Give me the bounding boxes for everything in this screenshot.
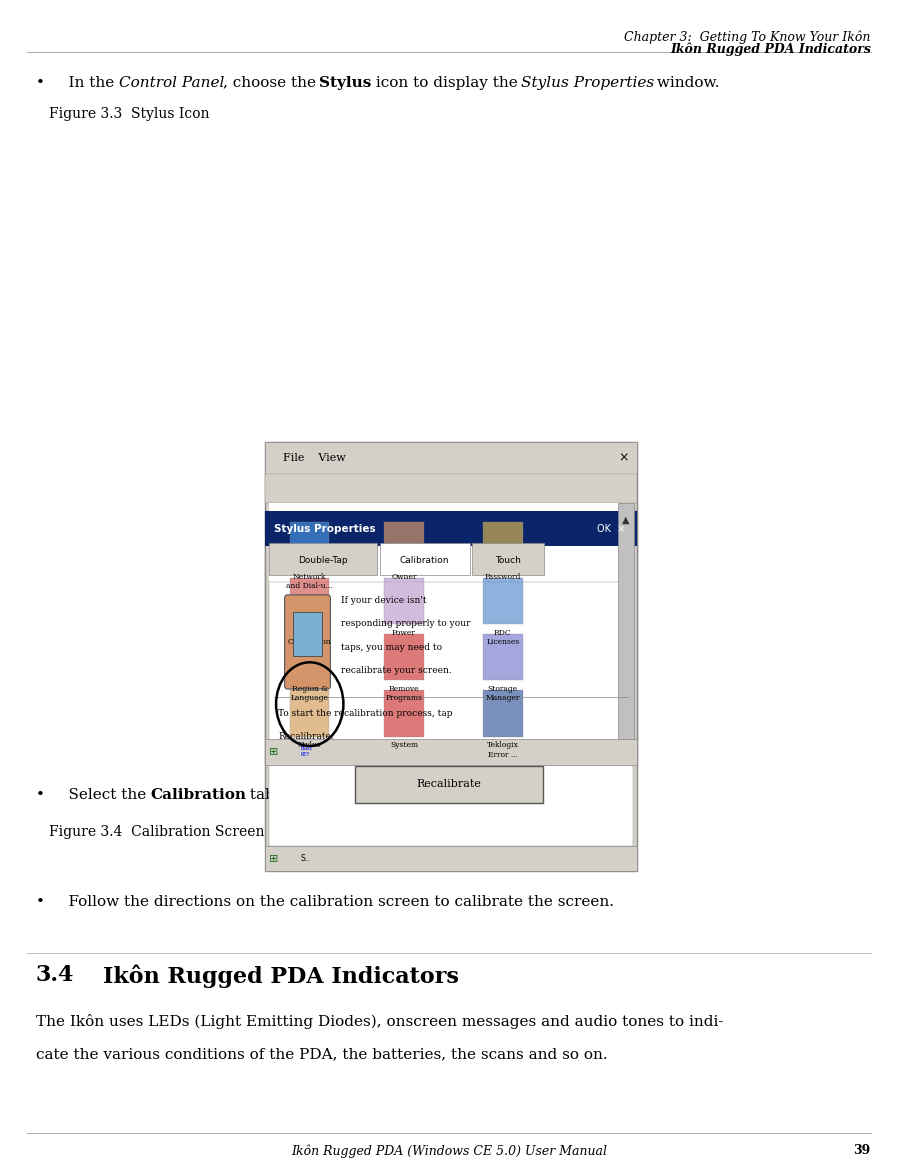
Text: Figure 3.3  Stylus Icon: Figure 3.3 Stylus Icon	[49, 107, 210, 121]
Text: Calibration: Calibration	[400, 555, 449, 565]
Text: Stylus Properties: Stylus Properties	[521, 76, 654, 89]
Text: File    View: File View	[283, 453, 345, 462]
FancyBboxPatch shape	[290, 578, 329, 624]
Text: OK  ×: OK ×	[597, 524, 625, 533]
FancyBboxPatch shape	[380, 543, 470, 575]
FancyBboxPatch shape	[293, 612, 323, 657]
Text: Chapter 3:  Getting To Know Your Ikôn: Chapter 3: Getting To Know Your Ikôn	[624, 30, 871, 44]
Text: Recalibrate: Recalibrate	[444, 788, 542, 802]
Text: Ikôn Rugged PDA (Windows CE 5.0) User Manual: Ikôn Rugged PDA (Windows CE 5.0) User Ma…	[291, 1145, 607, 1159]
Text: Figure 3.4  Calibration Screen: Figure 3.4 Calibration Screen	[49, 825, 265, 839]
Text: cate the various conditions of the PDA, the batteries, the scans and so on.: cate the various conditions of the PDA, …	[36, 1047, 607, 1061]
Text: Control Panel: Control Panel	[119, 76, 224, 89]
Text: BLUE
KEY: BLUE KEY	[301, 746, 314, 758]
Text: Stylus: Stylus	[319, 76, 372, 89]
Text: Network
and Dial-u...: Network and Dial-u...	[286, 573, 333, 590]
Text: S..: S..	[301, 854, 310, 863]
FancyBboxPatch shape	[385, 690, 424, 737]
Text: Ikôn Rugged PDA Indicators: Ikôn Rugged PDA Indicators	[104, 964, 459, 988]
FancyBboxPatch shape	[265, 511, 637, 872]
Text: ×: ×	[619, 451, 629, 465]
Text: The Ikôn uses LEDs (Light Emitting Diodes), onscreen messages and audio tones to: The Ikôn uses LEDs (Light Emitting Diode…	[36, 1014, 724, 1030]
Text: PC
Connection: PC Connection	[288, 629, 332, 646]
Text: Recalibrate.: Recalibrate.	[278, 732, 335, 741]
Text: ⊞: ⊞	[269, 747, 279, 756]
FancyBboxPatch shape	[290, 634, 329, 681]
Text: Power: Power	[392, 629, 416, 637]
Text: Ikôn Rugged PDA Indicators: Ikôn Rugged PDA Indicators	[670, 43, 871, 57]
FancyBboxPatch shape	[483, 522, 523, 568]
FancyBboxPatch shape	[265, 442, 637, 474]
Text: window.: window.	[653, 76, 720, 89]
Text: taps, you may need to: taps, you may need to	[341, 643, 443, 652]
FancyBboxPatch shape	[483, 578, 523, 624]
Text: Region &
Language: Region & Language	[291, 686, 329, 702]
FancyBboxPatch shape	[618, 503, 634, 739]
Text: 3.4: 3.4	[36, 964, 75, 987]
FancyBboxPatch shape	[290, 522, 329, 568]
FancyBboxPatch shape	[385, 634, 424, 681]
Text: 39: 39	[854, 1145, 871, 1157]
FancyBboxPatch shape	[269, 582, 633, 846]
FancyBboxPatch shape	[265, 846, 637, 872]
FancyBboxPatch shape	[483, 690, 523, 737]
Text: Select the: Select the	[49, 788, 152, 802]
FancyBboxPatch shape	[285, 595, 330, 689]
FancyBboxPatch shape	[385, 522, 424, 568]
Text: Stylus Properties: Stylus Properties	[274, 524, 375, 533]
Text: ▲: ▲	[622, 515, 630, 525]
Text: Password: Password	[484, 573, 521, 581]
Text: icon to display the: icon to display the	[371, 76, 523, 89]
Text: ⊞: ⊞	[269, 854, 279, 863]
Text: recalibrate your screen.: recalibrate your screen.	[341, 666, 452, 675]
FancyBboxPatch shape	[269, 543, 377, 575]
Text: Owner: Owner	[391, 573, 416, 581]
Text: responding properly to your: responding properly to your	[341, 619, 471, 629]
Text: •: •	[36, 788, 45, 802]
Text: Double-Tap: Double-Tap	[298, 555, 348, 565]
Text: button.: button.	[541, 788, 601, 802]
Text: Follow the directions on the calibration screen to calibrate the screen.: Follow the directions on the calibration…	[49, 895, 614, 909]
FancyBboxPatch shape	[269, 503, 619, 739]
Text: tab, and then choose the: tab, and then choose the	[245, 788, 446, 802]
Text: Stylus: Stylus	[298, 741, 322, 749]
FancyBboxPatch shape	[385, 578, 424, 624]
FancyBboxPatch shape	[483, 634, 523, 681]
Text: System: System	[390, 741, 418, 749]
Text: Teklogix
Error ...: Teklogix Error ...	[487, 741, 519, 759]
FancyBboxPatch shape	[473, 543, 544, 575]
FancyBboxPatch shape	[265, 474, 637, 503]
Text: •: •	[36, 76, 45, 89]
Text: Remove
Programs: Remove Programs	[385, 686, 423, 702]
Text: RDC
Licenses: RDC Licenses	[486, 629, 519, 646]
Text: , choose the: , choose the	[223, 76, 321, 89]
FancyBboxPatch shape	[265, 739, 637, 765]
Text: In the: In the	[49, 76, 119, 89]
Text: •: •	[36, 895, 45, 909]
FancyBboxPatch shape	[355, 766, 544, 803]
FancyBboxPatch shape	[290, 690, 329, 737]
Text: Storage
Manager: Storage Manager	[485, 686, 520, 702]
Text: Calibration: Calibration	[150, 788, 246, 802]
Text: Touch: Touch	[495, 555, 521, 565]
Text: If your device isn't: If your device isn't	[341, 596, 427, 605]
FancyBboxPatch shape	[265, 511, 637, 546]
FancyBboxPatch shape	[265, 442, 637, 765]
Text: Recalibrate: Recalibrate	[416, 780, 482, 789]
Text: To start the recalibration process, tap: To start the recalibration process, tap	[278, 709, 453, 718]
